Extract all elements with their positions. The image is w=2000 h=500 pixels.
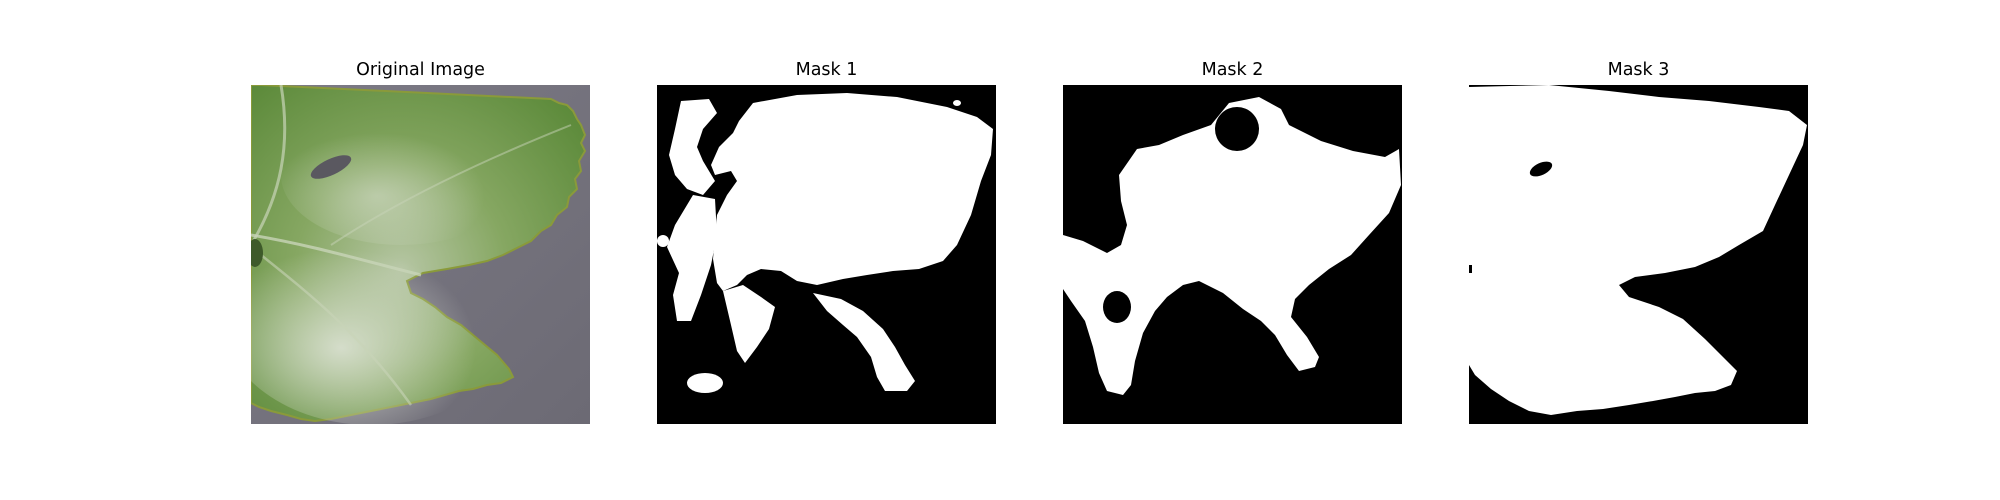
mask-foreground xyxy=(1469,85,1807,415)
mask-3-image xyxy=(1469,85,1808,424)
mask-notch xyxy=(1469,265,1472,273)
panel-title: Mask 3 xyxy=(1607,60,1670,80)
panel-mask-3: Mask 3 xyxy=(1469,55,1808,435)
mask-2-image xyxy=(1063,85,1402,424)
mask-1-image xyxy=(657,85,996,424)
panel-title: Mask 2 xyxy=(1201,60,1264,80)
mask-foreground xyxy=(1063,97,1401,395)
leaf-vein xyxy=(330,124,572,246)
panel-mask-2: Mask 2 xyxy=(1063,55,1402,435)
leaf-vein xyxy=(260,254,413,406)
panel-original-image: Original Image xyxy=(251,55,590,435)
panel-title: Mask 1 xyxy=(795,60,858,80)
leaf-vein xyxy=(251,233,422,277)
mildew-patch xyxy=(281,105,521,245)
leaf-hole xyxy=(310,155,352,179)
mildew-patch xyxy=(251,205,521,424)
mask-hole xyxy=(1529,161,1553,177)
leaf-notch xyxy=(251,239,263,267)
panel-title: Original Image xyxy=(356,60,485,80)
leaf-vein xyxy=(251,85,287,246)
panel-mask-1: Mask 1 xyxy=(657,55,996,435)
leaf-photo xyxy=(251,85,590,424)
mask-foreground xyxy=(657,93,993,393)
mask-hole xyxy=(1103,291,1131,323)
mask-hole xyxy=(1215,107,1259,151)
